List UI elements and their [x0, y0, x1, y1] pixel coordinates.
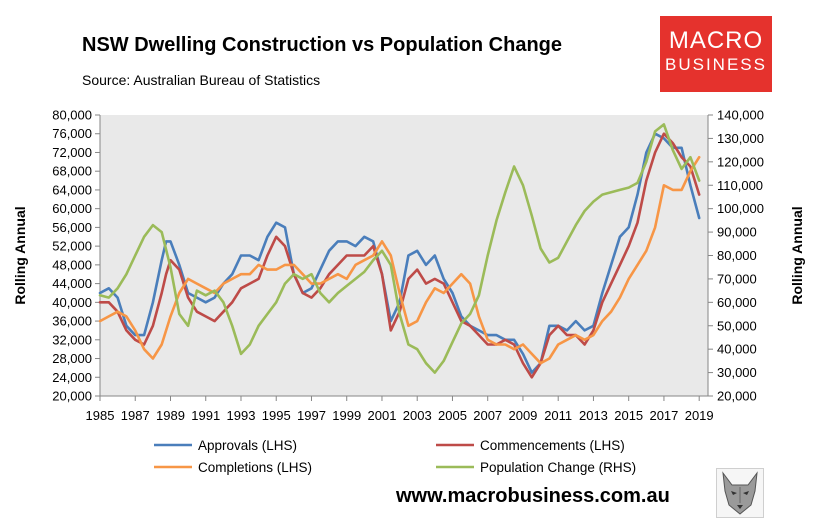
y-left-tick-label: 72,000	[52, 145, 92, 160]
axes: 20,000 24,000 28,000 32,000 36,000 40,000 44,0…	[12, 108, 805, 424]
y-left-tick-label: 32,000	[52, 332, 92, 347]
x-tick-label: 1987	[121, 408, 150, 423]
series-line-completions-lhs	[98, 155, 701, 365]
plot-area	[100, 115, 708, 396]
y-left-tick-label: 80,000	[52, 108, 92, 123]
legend-label-population-change-rhs: Population Change (RHS)	[480, 460, 636, 475]
y-left-tick-label: 24,000	[52, 370, 92, 385]
y-right-tick-label: 110,000	[717, 178, 763, 193]
series-lines	[98, 123, 701, 379]
y-left-tick-label: 68,000	[52, 164, 92, 179]
y-right-tick-label: 130,000	[717, 131, 764, 146]
y-right-tick-label: 100,000	[717, 201, 764, 216]
y-right-tick-label: 70,000	[717, 271, 757, 286]
x-tick-label: 1991	[191, 408, 220, 423]
legend-label-completions-lhs: Completions (LHS)	[198, 460, 312, 475]
y-left-tick-label: 36,000	[52, 314, 92, 329]
y-left-tick-label: 76,000	[52, 126, 92, 141]
x-tick-label: 2007	[473, 408, 502, 423]
legend-label-approvals-lhs: Approvals (LHS)	[198, 438, 297, 453]
x-tick-label: 1995	[262, 408, 291, 423]
x-tick-label: 2013	[579, 408, 608, 423]
x-tick-label: 2009	[508, 408, 537, 423]
y-right-tick-label: 20,000	[717, 389, 757, 404]
y-axis-left-label: Rolling Annual	[12, 206, 28, 304]
x-tick-label: 1993	[227, 408, 256, 423]
series-line-approvals-lhs	[98, 132, 701, 374]
y-left-tick-label: 20,000	[52, 389, 92, 404]
x-tick-label: 2019	[685, 408, 714, 423]
x-tick-label: 2005	[438, 408, 467, 423]
y-left-tick-label: 44,000	[52, 276, 92, 291]
y-left-tick-label: 40,000	[52, 295, 92, 310]
x-tick-label: 2011	[544, 408, 572, 423]
x-tick-label: 1989	[156, 408, 185, 423]
wolf-icon	[716, 468, 764, 518]
x-tick-label: 2001	[368, 408, 397, 423]
y-left-tick-label: 28,000	[52, 351, 92, 366]
series-line-population-change-rhs	[98, 123, 701, 374]
x-tick-label: 2003	[403, 408, 432, 423]
y-left-tick-label: 64,000	[52, 182, 92, 197]
y-axis-right-label: Rolling Annual	[789, 206, 805, 304]
y-right-tick-label: 40,000	[717, 342, 757, 357]
chart-source: Source: Australian Bureau of Statistics	[82, 72, 321, 88]
y-right-tick-label: 30,000	[717, 365, 757, 380]
y-right-tick-label: 60,000	[717, 295, 757, 310]
y-right-tick-label: 80,000	[717, 248, 757, 263]
y-left-tick-label: 56,000	[52, 220, 92, 235]
y-right-tick-label: 120,000	[717, 154, 764, 169]
logo-line-2: BUSINESS	[665, 55, 767, 74]
macrobusiness-logo: MACRO BUSINESS	[660, 16, 772, 92]
x-tick-label: 2015	[614, 408, 643, 423]
x-tick-label: 1997	[297, 408, 326, 423]
y-right-tick-label: 90,000	[717, 225, 757, 240]
x-tick-label: 1999	[332, 408, 361, 423]
y-right-tick-label: 50,000	[717, 318, 757, 333]
logo-line-1: MACRO	[668, 27, 764, 54]
website-url[interactable]: www.macrobusiness.com.au	[396, 485, 670, 507]
x-tick-label: 2017	[649, 408, 678, 423]
y-left-tick-label: 60,000	[52, 201, 92, 216]
y-left-tick-label: 52,000	[52, 239, 92, 254]
legend: Approvals (LHS) Commencements (LHS) Comple…	[154, 438, 636, 475]
x-tick-label: 1985	[86, 408, 115, 423]
y-right-tick-label: 140,000	[717, 108, 764, 123]
y-left-tick-label: 48,000	[52, 257, 92, 272]
chart-title: NSW Dwelling Construction vs Population …	[82, 34, 563, 56]
legend-label-commencements-lhs: Commencements (LHS)	[480, 438, 625, 453]
